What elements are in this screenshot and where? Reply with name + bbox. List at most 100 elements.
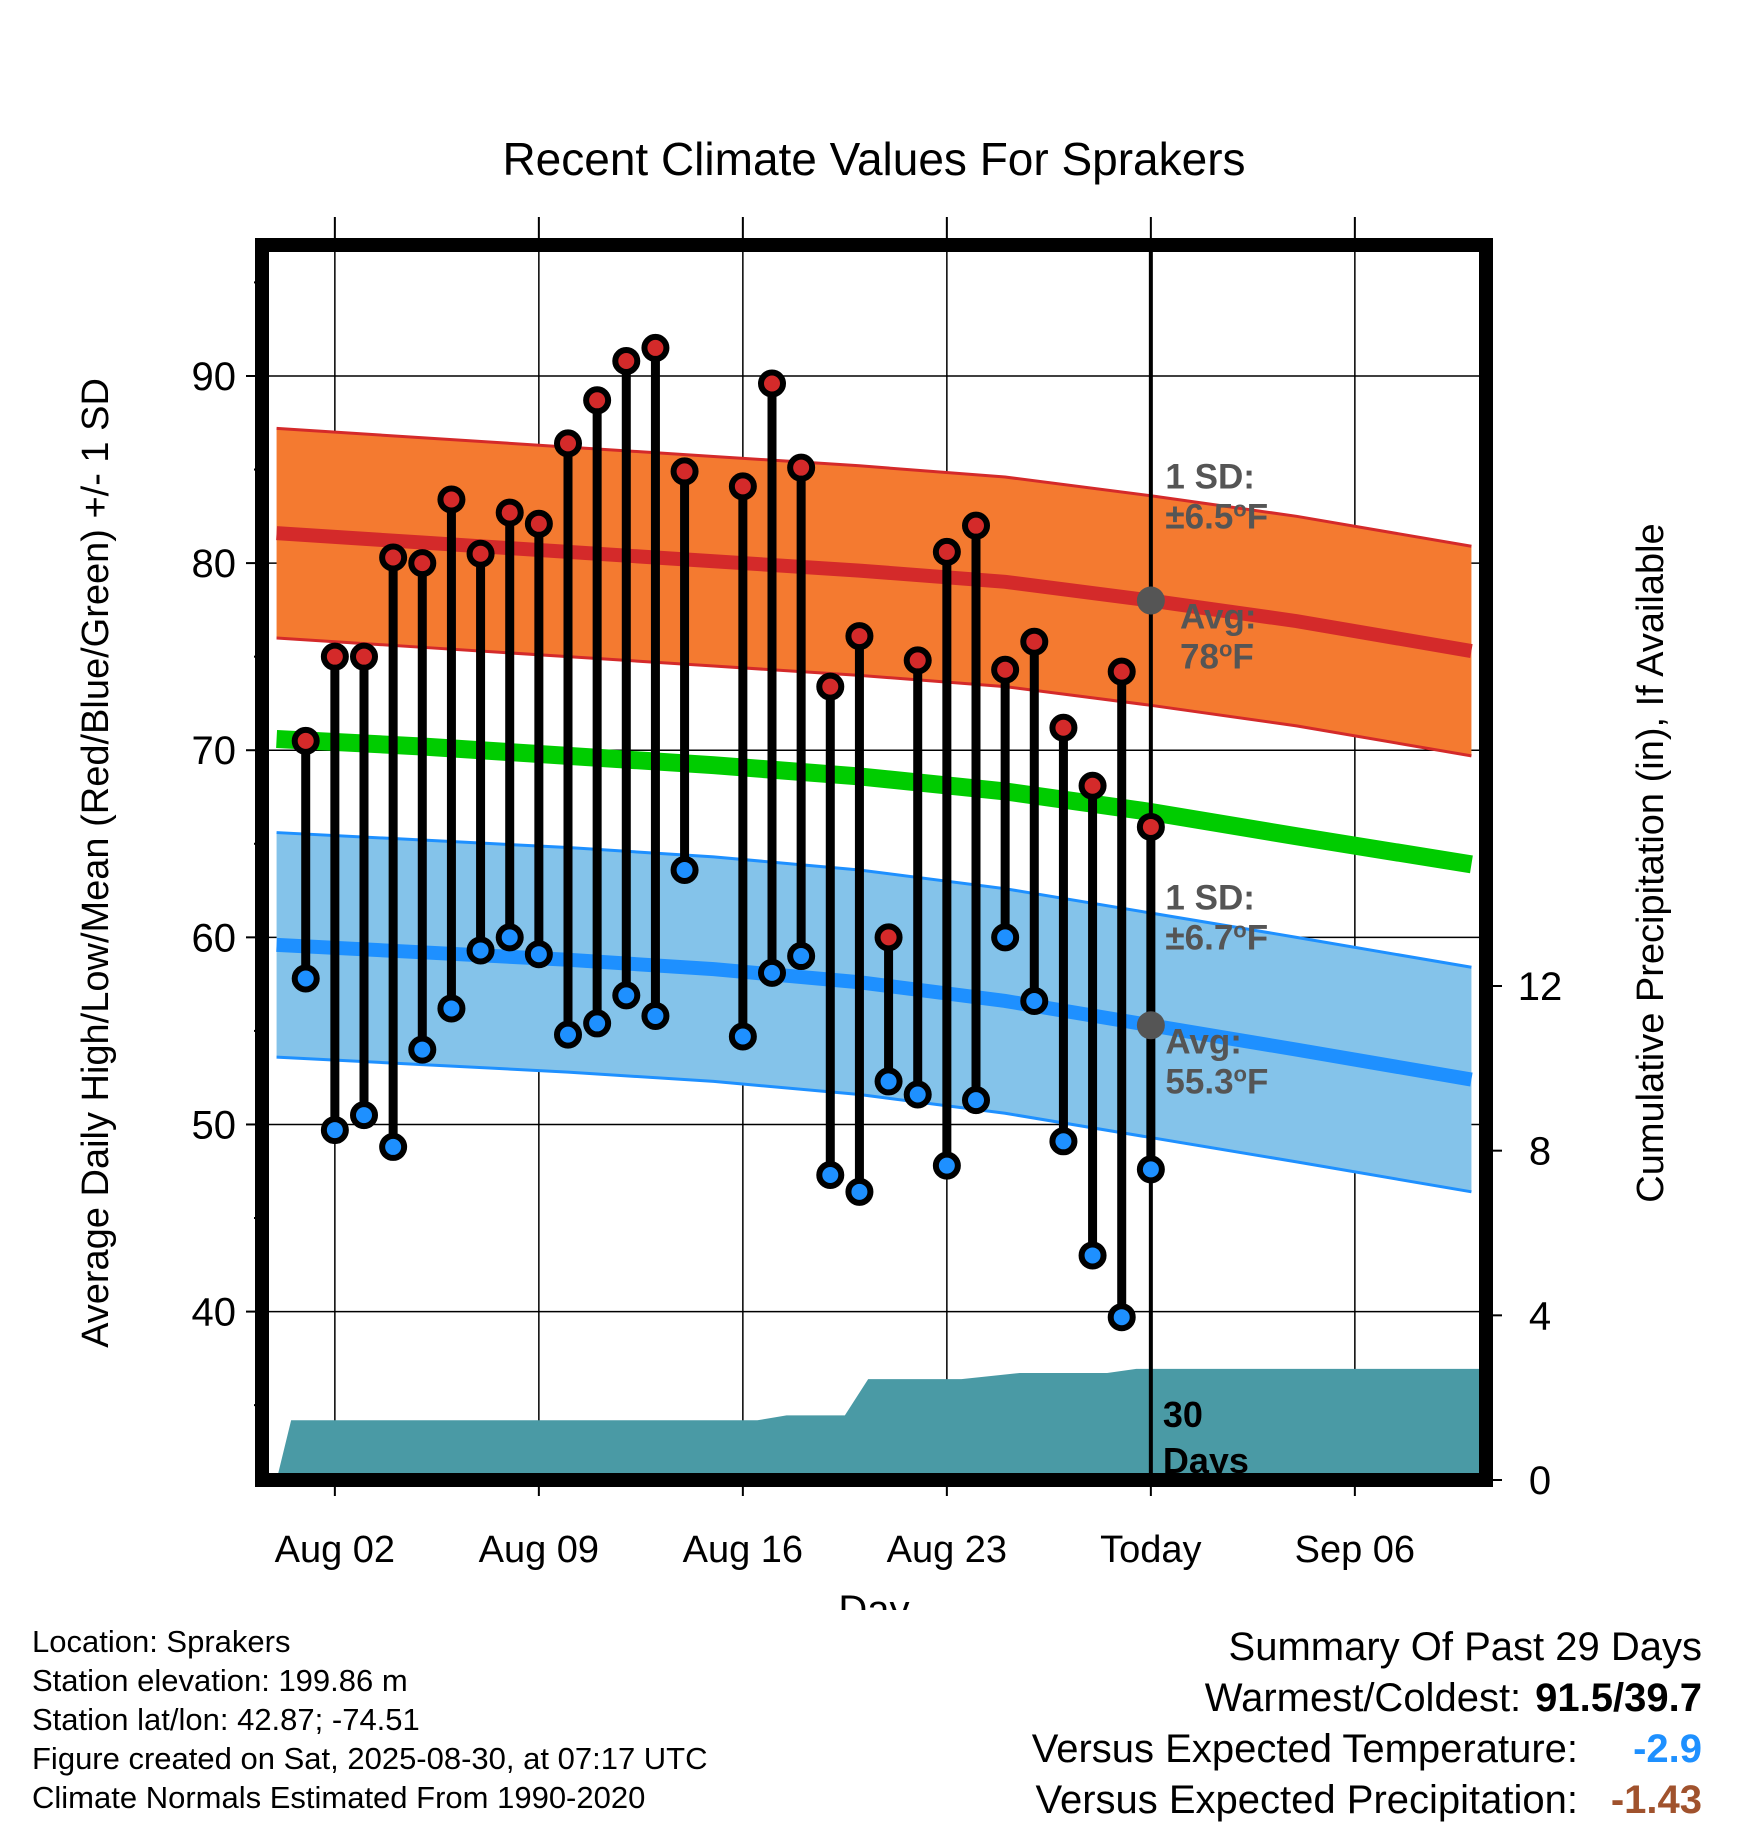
daily-low-point <box>1049 1127 1078 1156</box>
daily-high-point <box>554 429 582 458</box>
daily-high-point <box>962 511 990 540</box>
y-tick-label: 80 <box>192 542 237 586</box>
daily-high-point <box>524 509 553 538</box>
normal-high-upper-sd-line <box>276 426 1472 548</box>
daily-low-point <box>787 942 816 971</box>
daily-low-point <box>1107 1303 1136 1332</box>
annotation-value-1: 78oF <box>1180 636 1254 677</box>
daily-high-point <box>874 923 903 952</box>
summary-temp-row: Versus Expected Temperature: -2.9 <box>1032 1724 1702 1775</box>
daily-low-point <box>1020 986 1049 1015</box>
x-tick-label: Today <box>1100 1529 1201 1571</box>
latlon-text: Station lat/lon: 42.87; -74.51 <box>32 1702 420 1737</box>
daily-high-point <box>408 549 437 578</box>
y-axis-label: Average Daily High/Low/Mean (Red/Blue/Gr… <box>75 378 117 1348</box>
daily-low-point <box>320 1116 349 1145</box>
daily-high-point <box>845 622 874 651</box>
y-tick-label: 60 <box>192 916 237 960</box>
y2-tick-label: 8 <box>1529 1130 1551 1174</box>
daily-low-point <box>524 940 553 969</box>
daily-low-point <box>670 855 699 884</box>
daily-low-point <box>932 1151 961 1180</box>
daily-high-point <box>991 655 1020 684</box>
today-high-normal-marker <box>1136 586 1165 615</box>
daily-high-point <box>1020 627 1049 656</box>
daily-high-point <box>495 498 524 527</box>
climate-chart: Recent Climate Values For Sprakers 1 SD:… <box>75 133 1672 1610</box>
summary-warmest-row: Warmest/Coldest: 91.5/39.7 <box>1032 1673 1702 1724</box>
y-tick-label: 70 <box>192 729 237 773</box>
temp-value: -2.9 <box>1633 1727 1702 1771</box>
y2-axis-label: Cumulative Precipitation (in), If Availa… <box>1630 523 1672 1202</box>
created-text: Figure created on Sat, 2025-08-30, at 07… <box>32 1741 708 1776</box>
daily-high-point <box>787 453 816 482</box>
annotation-value-0: ±6.5oF <box>1165 496 1268 537</box>
daily-low-point <box>641 1001 670 1030</box>
daily-high-point <box>583 386 612 415</box>
daily-low-point <box>291 964 320 993</box>
daily-low-point <box>874 1067 903 1096</box>
temp-label: Versus Expected Temperature: <box>1031 1727 1578 1771</box>
daily-low-point <box>437 994 466 1023</box>
daily-low-point <box>1078 1241 1107 1270</box>
precip-value: -1.43 <box>1610 1778 1702 1822</box>
daily-high-point <box>641 333 670 362</box>
daily-low-point <box>408 1035 437 1064</box>
daily-high-point <box>466 539 495 568</box>
annotation-label-1: Avg: <box>1180 598 1256 637</box>
warmest-label: Warmest/Coldest: <box>1204 1676 1522 1720</box>
x-tick-label: Sep 06 <box>1295 1529 1415 1571</box>
summary-panel: Summary Of Past 29 Days Warmest/Coldest:… <box>1032 1622 1702 1826</box>
warmest-value: 91.5/39.7 <box>1535 1676 1702 1720</box>
annotation-value-2: ±6.7oF <box>1165 917 1268 958</box>
daily-high-point <box>816 672 845 701</box>
daily-high-point <box>320 642 349 671</box>
annotation-label-3: Avg: <box>1165 1022 1241 1061</box>
normals-text: Climate Normals Estimated From 1990-2020 <box>32 1780 646 1815</box>
y-tick-label: 90 <box>192 355 237 399</box>
station-info: Location: Sprakers Station elevation: 19… <box>32 1622 708 1817</box>
daily-low-point <box>1136 1155 1165 1184</box>
daily-low-point <box>991 923 1020 952</box>
daily-high-point <box>379 543 408 572</box>
chart-title: Recent Climate Values For Sprakers <box>502 133 1245 185</box>
normal-high-sd-band <box>276 428 1472 756</box>
precip-label: Versus Expected Precipitation: <box>1035 1778 1578 1822</box>
daily-high-point <box>670 457 699 486</box>
daily-high-point <box>1049 713 1078 742</box>
daily-low-point <box>903 1080 932 1109</box>
daily-high-point <box>1136 812 1165 841</box>
daily-high-point <box>612 347 641 376</box>
daily-high-point <box>932 537 961 566</box>
daily-high-point <box>291 726 320 755</box>
daily-low-point <box>583 1009 612 1038</box>
daily-high-point <box>350 642 378 671</box>
summary-precip-row: Versus Expected Precipitation: -1.43 <box>1032 1775 1702 1826</box>
daily-high-point <box>437 485 466 514</box>
daily-low-point <box>612 981 641 1010</box>
y-tick-label: 40 <box>192 1291 237 1335</box>
daily-high-point <box>728 472 757 501</box>
y2-tick-label: 0 <box>1529 1459 1551 1503</box>
normal-low-sd-band <box>276 832 1472 1192</box>
daily-low-point <box>816 1160 845 1189</box>
today-days-label: 30 <box>1163 1394 1203 1435</box>
x-tick-label: Aug 23 <box>887 1529 1007 1571</box>
x-tick-label: Aug 09 <box>479 1529 599 1571</box>
daily-low-point <box>962 1086 990 1115</box>
daily-high-point <box>1078 771 1107 800</box>
elevation-text: Station elevation: 199.86 m <box>32 1663 408 1698</box>
today-low-normal-marker <box>1136 1011 1165 1040</box>
daily-low-point <box>728 1022 757 1051</box>
plot-frame <box>255 238 1493 1487</box>
daily-high-point <box>1107 657 1136 686</box>
daily-low-point <box>495 923 524 952</box>
y-tick-label: 50 <box>192 1103 237 1147</box>
daily-low-point <box>845 1177 874 1206</box>
daily-high-point <box>903 646 932 675</box>
daily-low-point <box>758 958 786 987</box>
annotation-label-0: 1 SD: <box>1165 457 1254 496</box>
y2-tick-label: 12 <box>1518 965 1563 1009</box>
daily-low-point <box>350 1101 378 1130</box>
location-text: Location: Sprakers <box>32 1624 291 1659</box>
